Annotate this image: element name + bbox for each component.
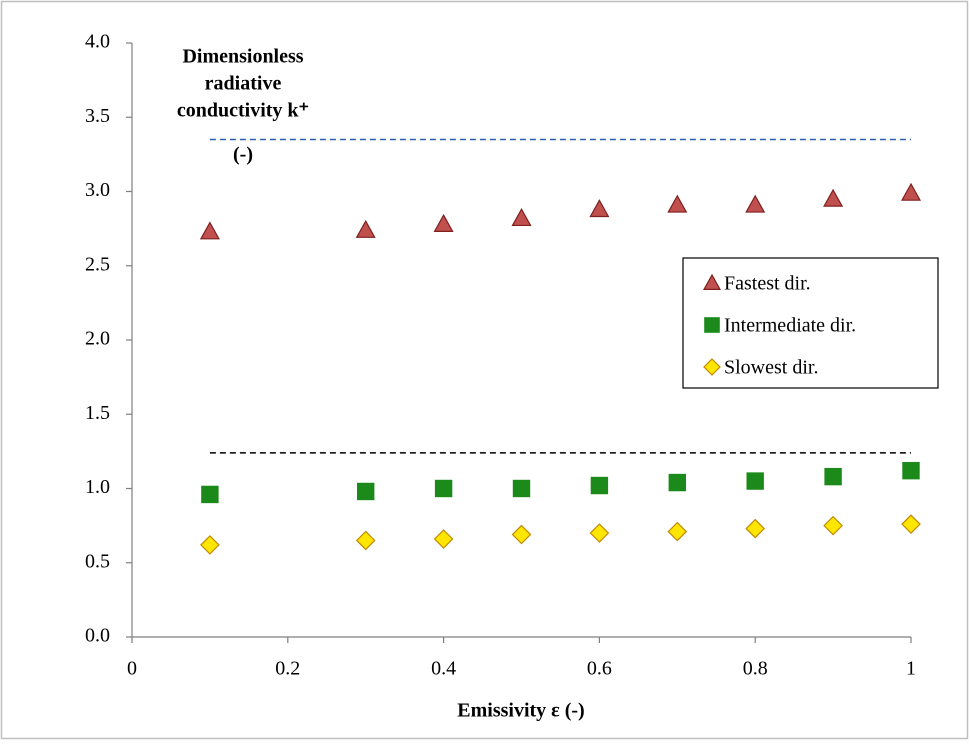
data-point xyxy=(745,194,766,213)
legend-label: Slowest dir. xyxy=(724,357,818,379)
y-tick-label: 3.0 xyxy=(85,179,110,201)
data-point xyxy=(355,219,376,238)
legend-label: Fastest dir. xyxy=(724,273,811,295)
data-point xyxy=(201,485,219,504)
data-point xyxy=(824,467,842,486)
data-point xyxy=(433,529,454,549)
y-tick-label: 0.5 xyxy=(85,550,110,572)
y-tick-label: 1.0 xyxy=(85,476,110,498)
x-tick-label: 0 xyxy=(127,658,137,680)
y-axis-label: (-) xyxy=(233,144,253,166)
data-point xyxy=(900,182,922,201)
y-tick-label: 0.0 xyxy=(85,625,110,647)
data-point xyxy=(667,194,688,213)
y-axis-label: Dimensionless xyxy=(182,46,303,68)
data-point xyxy=(511,207,532,227)
y-axis-label: radiative xyxy=(205,73,282,95)
legend-marker xyxy=(702,273,722,290)
data-point xyxy=(589,523,610,543)
data-point xyxy=(823,515,843,536)
legend-marker xyxy=(704,317,720,333)
y-tick-label: 3.5 xyxy=(85,105,110,127)
legend-label: Intermediate dir. xyxy=(724,315,856,337)
data-point xyxy=(589,199,610,218)
data-point xyxy=(902,461,920,480)
data-point xyxy=(199,221,220,240)
y-tick-label: 2.5 xyxy=(85,253,110,275)
x-tick-label: 0.8 xyxy=(743,658,768,680)
data-point xyxy=(745,518,766,539)
data-point xyxy=(901,514,921,534)
data-point xyxy=(512,479,531,498)
data-point xyxy=(590,476,609,495)
y-tick-label: 1.5 xyxy=(85,402,110,424)
data-point xyxy=(668,473,687,492)
legend-marker xyxy=(703,358,721,376)
x-axis-label: Emissivity ε (-) xyxy=(457,700,584,722)
y-axis-label: conductivity k⁺ xyxy=(177,100,309,122)
x-tick-label: 0.4 xyxy=(431,658,456,680)
data-point xyxy=(357,482,375,501)
y-tick-label: 4.0 xyxy=(85,31,110,53)
x-tick-label: 0.2 xyxy=(275,658,300,680)
data-point xyxy=(667,521,688,542)
legend-box xyxy=(682,257,939,389)
data-point xyxy=(511,524,532,545)
y-tick-label: 2.0 xyxy=(85,328,110,350)
data-point xyxy=(746,472,764,490)
data-point xyxy=(355,530,376,551)
x-tick-label: 0.6 xyxy=(587,658,612,680)
data-point xyxy=(433,213,454,232)
x-tick-label: 1 xyxy=(906,658,916,680)
data-point xyxy=(434,479,453,498)
data-point xyxy=(823,188,844,207)
data-point xyxy=(200,535,220,555)
